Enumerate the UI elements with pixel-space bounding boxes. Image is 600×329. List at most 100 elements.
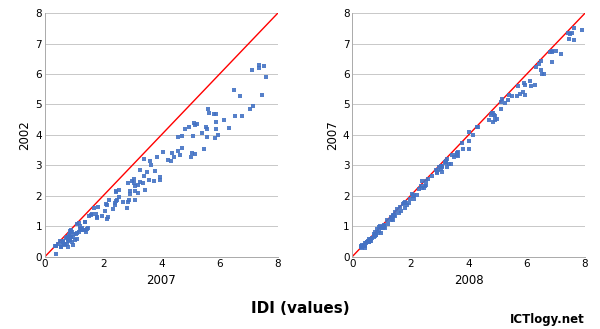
Point xyxy=(122,205,132,211)
Point xyxy=(386,214,396,219)
Point xyxy=(123,199,133,205)
Point xyxy=(166,158,176,164)
Point xyxy=(396,208,406,214)
Point xyxy=(62,234,72,240)
X-axis label: 2008: 2008 xyxy=(454,274,484,287)
Point xyxy=(359,242,368,248)
Point xyxy=(537,71,547,76)
Point xyxy=(458,140,467,146)
Point xyxy=(65,237,74,242)
Point xyxy=(532,64,541,69)
Point xyxy=(488,111,498,116)
Point xyxy=(169,154,179,160)
Point xyxy=(136,168,145,173)
Point xyxy=(446,161,456,166)
Point xyxy=(205,110,214,115)
Point xyxy=(149,179,159,184)
Point xyxy=(367,235,377,240)
Point xyxy=(407,191,417,196)
Point xyxy=(357,242,367,247)
Point xyxy=(214,133,223,138)
Point xyxy=(490,114,499,119)
Point xyxy=(83,226,92,231)
Point xyxy=(505,92,514,97)
Point xyxy=(130,189,140,194)
Point xyxy=(247,67,256,73)
Point xyxy=(144,178,154,183)
Point xyxy=(66,235,76,240)
Point xyxy=(71,231,80,236)
Point xyxy=(104,198,113,203)
Point xyxy=(118,200,128,205)
Point xyxy=(375,223,385,229)
Point xyxy=(203,135,212,140)
Point xyxy=(365,239,374,244)
Point xyxy=(124,198,134,203)
Y-axis label: 2007: 2007 xyxy=(326,120,338,150)
Point xyxy=(86,212,96,217)
Point xyxy=(103,214,112,219)
Point xyxy=(530,82,540,88)
Point xyxy=(72,237,82,242)
Point xyxy=(76,226,86,231)
Point xyxy=(199,146,208,151)
Point xyxy=(64,237,73,242)
Point xyxy=(565,37,574,42)
Point xyxy=(129,180,139,185)
Point xyxy=(519,80,529,86)
Point xyxy=(406,196,415,202)
Point xyxy=(62,234,71,239)
Point xyxy=(419,186,428,191)
Point xyxy=(398,201,408,206)
Point xyxy=(82,226,92,232)
Point xyxy=(360,243,370,249)
Point xyxy=(442,156,452,162)
Point xyxy=(484,118,494,123)
Point xyxy=(508,94,517,99)
Point xyxy=(130,197,140,203)
Point xyxy=(135,179,145,184)
Point xyxy=(432,169,442,175)
Point xyxy=(536,59,545,64)
Point xyxy=(133,191,143,196)
Point xyxy=(512,93,521,98)
Point xyxy=(64,237,73,242)
Point xyxy=(178,133,187,139)
Point xyxy=(74,230,83,235)
Point xyxy=(497,96,507,102)
Point xyxy=(417,186,427,191)
Point xyxy=(389,213,398,218)
Point xyxy=(390,210,400,215)
Point xyxy=(534,61,544,66)
Point xyxy=(73,221,82,227)
Point xyxy=(80,219,90,225)
Point xyxy=(441,160,451,165)
Point xyxy=(379,223,389,228)
Point xyxy=(486,113,496,118)
Point xyxy=(391,213,400,218)
Point xyxy=(377,225,387,231)
Point xyxy=(67,227,76,233)
Point xyxy=(84,213,94,218)
Point xyxy=(202,126,211,131)
Point xyxy=(440,160,449,165)
Point xyxy=(190,121,199,126)
Point xyxy=(124,180,133,186)
Point xyxy=(91,211,101,216)
Point xyxy=(442,164,451,169)
Point xyxy=(59,239,68,244)
Point xyxy=(567,30,577,35)
Point xyxy=(139,157,149,162)
Point xyxy=(500,100,510,105)
Point xyxy=(142,169,152,174)
Point xyxy=(173,149,183,154)
Point xyxy=(158,149,167,155)
Point xyxy=(503,97,513,102)
Point xyxy=(388,216,397,221)
Point xyxy=(545,49,555,54)
Point xyxy=(94,204,103,209)
Point xyxy=(515,91,525,96)
Point xyxy=(382,217,392,222)
Point xyxy=(211,111,221,116)
Point xyxy=(447,152,457,158)
